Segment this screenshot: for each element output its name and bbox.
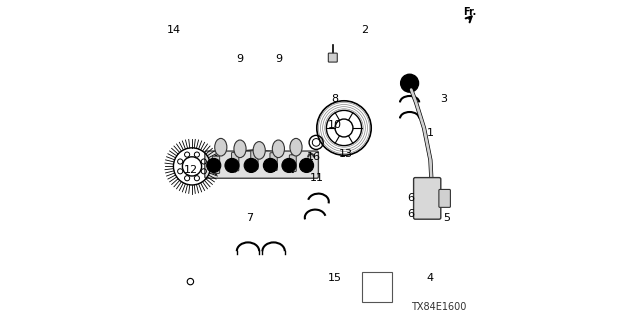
Circle shape xyxy=(207,158,221,172)
Text: 9: 9 xyxy=(275,54,282,64)
Circle shape xyxy=(264,158,278,172)
FancyBboxPatch shape xyxy=(251,151,258,169)
Text: 4: 4 xyxy=(427,273,434,284)
Text: TX84E1600: TX84E1600 xyxy=(411,302,466,312)
FancyBboxPatch shape xyxy=(439,189,451,207)
Circle shape xyxy=(244,158,259,172)
FancyBboxPatch shape xyxy=(270,153,277,171)
Text: 2: 2 xyxy=(361,25,369,36)
Text: 9: 9 xyxy=(236,54,244,64)
Bar xyxy=(362,272,392,302)
Text: 11: 11 xyxy=(310,172,324,183)
Text: 14: 14 xyxy=(166,25,180,36)
Ellipse shape xyxy=(291,154,295,172)
Text: 12: 12 xyxy=(183,164,198,175)
FancyBboxPatch shape xyxy=(205,151,319,178)
Circle shape xyxy=(420,188,435,202)
FancyBboxPatch shape xyxy=(212,156,220,173)
Circle shape xyxy=(300,158,314,172)
Text: 1: 1 xyxy=(427,128,434,138)
Ellipse shape xyxy=(234,140,246,158)
Text: 15: 15 xyxy=(328,273,341,284)
FancyBboxPatch shape xyxy=(232,152,239,171)
Text: 10: 10 xyxy=(328,120,341,130)
Text: 6: 6 xyxy=(408,209,415,220)
FancyBboxPatch shape xyxy=(413,178,441,219)
Text: 16: 16 xyxy=(307,152,321,162)
Ellipse shape xyxy=(271,152,276,172)
Text: 6: 6 xyxy=(408,193,415,204)
Text: 7: 7 xyxy=(246,212,253,223)
FancyBboxPatch shape xyxy=(289,155,296,172)
Ellipse shape xyxy=(273,140,284,158)
Text: 13: 13 xyxy=(339,148,353,159)
Circle shape xyxy=(282,158,296,172)
Circle shape xyxy=(401,74,419,92)
Text: Fr.: Fr. xyxy=(463,7,477,17)
Ellipse shape xyxy=(253,141,265,159)
Text: 8: 8 xyxy=(331,94,338,104)
Text: 5: 5 xyxy=(443,212,450,223)
Ellipse shape xyxy=(215,138,227,156)
Ellipse shape xyxy=(213,155,219,174)
Ellipse shape xyxy=(252,150,257,171)
FancyBboxPatch shape xyxy=(328,53,337,62)
Circle shape xyxy=(225,158,239,172)
Ellipse shape xyxy=(232,151,238,172)
Ellipse shape xyxy=(290,138,302,156)
Text: 3: 3 xyxy=(440,94,447,104)
